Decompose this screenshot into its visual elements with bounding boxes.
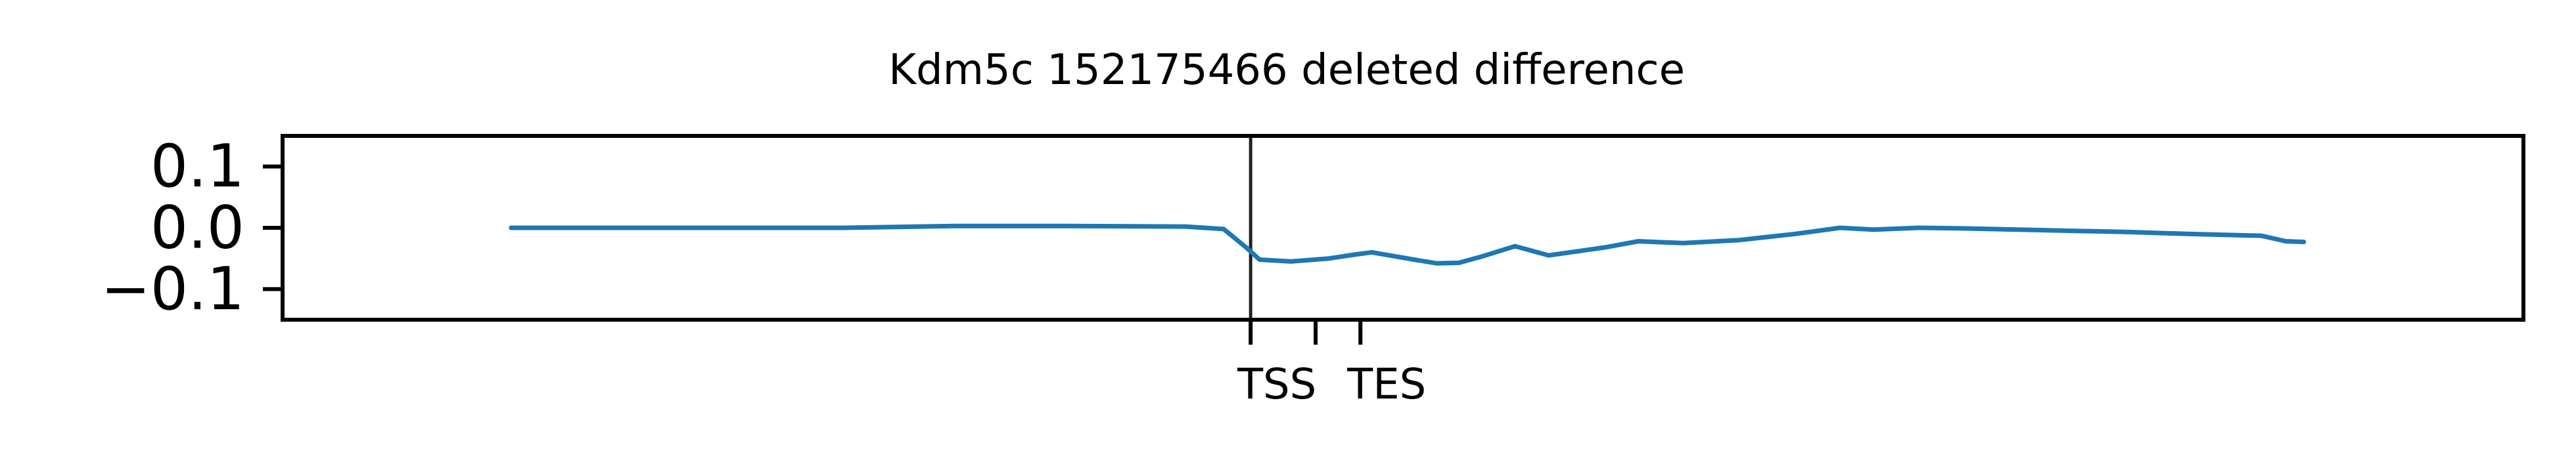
plot-frame	[281, 134, 2525, 322]
x-tick-label: TES	[1346, 360, 1426, 409]
y-tick-label: −0.1	[101, 255, 244, 324]
x-tick-label: TSS	[1237, 360, 1316, 409]
y-tick-label: 0.0	[150, 194, 244, 263]
plot-area: 0.10.0−0.1 TSS TES	[101, 132, 2307, 409]
y-tick-label: 0.1	[150, 132, 244, 201]
series-line	[509, 223, 2307, 266]
chart-title: Kdm5c 152175466 deleted difference	[888, 46, 1685, 95]
